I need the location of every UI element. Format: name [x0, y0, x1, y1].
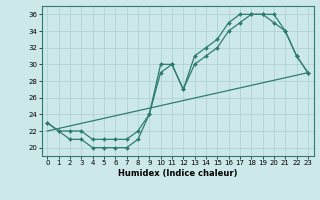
X-axis label: Humidex (Indice chaleur): Humidex (Indice chaleur)	[118, 169, 237, 178]
